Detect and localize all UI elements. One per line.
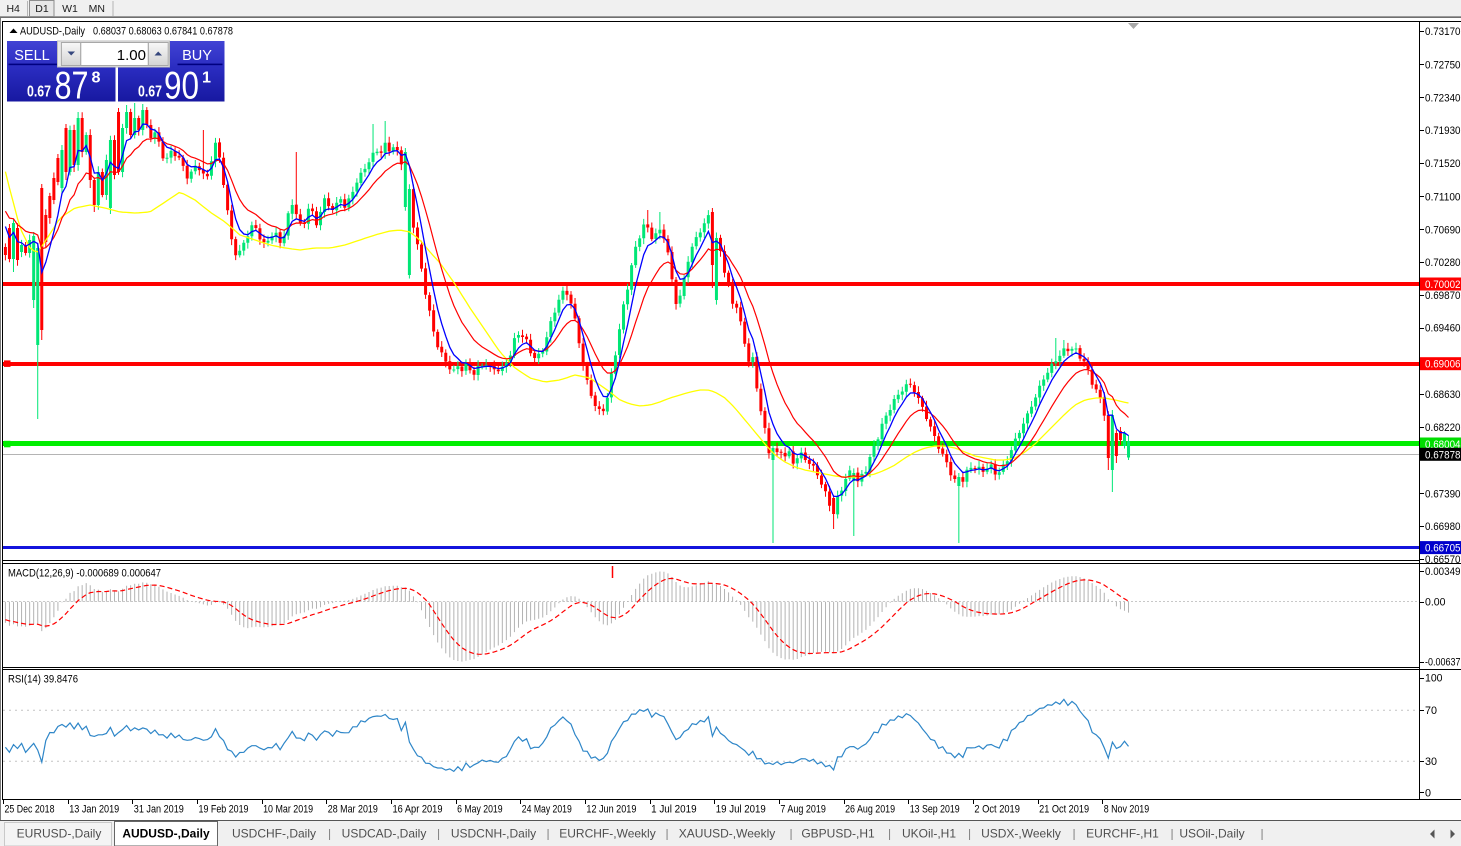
svg-text:19 Jul 2019: 19 Jul 2019 bbox=[716, 804, 766, 816]
svg-text:1 Jul 2019: 1 Jul 2019 bbox=[651, 804, 697, 816]
svg-text:XAUUSD-,Weekly: XAUUSD-,Weekly bbox=[679, 827, 775, 841]
svg-text:90: 90 bbox=[164, 65, 199, 108]
svg-text:0.68037 0.68063 0.67841 0.6787: 0.68037 0.68063 0.67841 0.67878 bbox=[93, 26, 233, 38]
svg-text:0.71520: 0.71520 bbox=[1425, 158, 1461, 170]
svg-text:6 May 2019: 6 May 2019 bbox=[457, 804, 503, 816]
svg-text:|: | bbox=[546, 827, 549, 841]
svg-text:13 Jan 2019: 13 Jan 2019 bbox=[69, 804, 119, 816]
svg-text:0.69870: 0.69870 bbox=[1425, 290, 1461, 302]
svg-text:100: 100 bbox=[1425, 673, 1443, 685]
svg-text:0.67878: 0.67878 bbox=[1425, 449, 1461, 461]
svg-text:0.69006: 0.69006 bbox=[1425, 359, 1461, 371]
svg-text:|: | bbox=[1072, 827, 1075, 841]
svg-text:87: 87 bbox=[55, 65, 89, 108]
svg-text:0.73170: 0.73170 bbox=[1425, 26, 1461, 38]
svg-text:31 Jan 2019: 31 Jan 2019 bbox=[134, 804, 184, 816]
svg-text:|: | bbox=[968, 827, 971, 841]
svg-text:0.66980: 0.66980 bbox=[1425, 521, 1461, 533]
svg-text:16 Apr 2019: 16 Apr 2019 bbox=[393, 804, 443, 816]
svg-text:EURCHF-,Weekly: EURCHF-,Weekly bbox=[559, 827, 655, 841]
svg-text:0.71100: 0.71100 bbox=[1425, 192, 1461, 204]
svg-text:MN: MN bbox=[89, 3, 105, 15]
svg-text:8: 8 bbox=[92, 70, 101, 87]
svg-text:0.68630: 0.68630 bbox=[1425, 389, 1461, 401]
svg-text:0.66705: 0.66705 bbox=[1425, 543, 1461, 555]
svg-text:W1: W1 bbox=[62, 3, 78, 15]
svg-text:0.70280: 0.70280 bbox=[1425, 257, 1461, 269]
svg-text:USDCHF-,Daily: USDCHF-,Daily bbox=[232, 827, 316, 841]
svg-text:19 Feb 2019: 19 Feb 2019 bbox=[199, 804, 249, 816]
svg-text:0.68220: 0.68220 bbox=[1425, 422, 1461, 434]
svg-text:0.67: 0.67 bbox=[27, 84, 51, 101]
svg-text:28 Mar 2019: 28 Mar 2019 bbox=[328, 804, 378, 816]
svg-text:USOil-,Daily: USOil-,Daily bbox=[1179, 827, 1244, 841]
svg-text:0.00349: 0.00349 bbox=[1425, 566, 1461, 578]
svg-text:H4: H4 bbox=[6, 3, 20, 15]
svg-text:0.70002: 0.70002 bbox=[1425, 279, 1461, 291]
svg-text:BUY: BUY bbox=[182, 48, 212, 64]
svg-text:USDCNH-,Daily: USDCNH-,Daily bbox=[451, 827, 536, 841]
svg-text:1.00: 1.00 bbox=[117, 47, 146, 64]
svg-text:0.69460: 0.69460 bbox=[1425, 323, 1461, 335]
svg-text:0.70690: 0.70690 bbox=[1425, 224, 1461, 236]
svg-text:0.72750: 0.72750 bbox=[1425, 60, 1461, 72]
svg-text:EURCHF-,H1: EURCHF-,H1 bbox=[1086, 827, 1159, 841]
svg-text:MACD(12,26,9) -0.000689 0.0006: MACD(12,26,9) -0.000689 0.000647 bbox=[8, 568, 161, 580]
svg-text:USDX-,Weekly: USDX-,Weekly bbox=[981, 827, 1061, 841]
svg-text:SELL: SELL bbox=[14, 48, 49, 64]
svg-text:13 Sep 2019: 13 Sep 2019 bbox=[910, 804, 960, 816]
svg-text:AUDUSD-,Daily: AUDUSD-,Daily bbox=[20, 26, 85, 38]
svg-text:0.67: 0.67 bbox=[138, 84, 162, 101]
svg-text:AUDUSD-,Daily: AUDUSD-,Daily bbox=[122, 827, 210, 841]
svg-text:UKOil-,H1: UKOil-,H1 bbox=[902, 827, 956, 841]
svg-text:0.67390: 0.67390 bbox=[1425, 488, 1461, 500]
svg-text:|: | bbox=[328, 827, 331, 841]
svg-text:|: | bbox=[1260, 827, 1263, 841]
svg-text:1: 1 bbox=[202, 70, 211, 87]
svg-text:0.72340: 0.72340 bbox=[1425, 92, 1461, 104]
svg-text:RSI(14) 39.8476: RSI(14) 39.8476 bbox=[8, 674, 78, 686]
svg-text:-0.00637: -0.00637 bbox=[1425, 657, 1461, 669]
svg-text:25 Dec 2018: 25 Dec 2018 bbox=[5, 804, 55, 816]
svg-text:30: 30 bbox=[1425, 756, 1437, 768]
svg-text:D1: D1 bbox=[35, 3, 49, 15]
svg-text:|: | bbox=[665, 827, 668, 841]
svg-text:24 May 2019: 24 May 2019 bbox=[522, 804, 572, 816]
svg-text:|: | bbox=[1170, 827, 1173, 841]
svg-text:EURUSD-,Daily: EURUSD-,Daily bbox=[17, 827, 102, 841]
svg-text:7 Aug 2019: 7 Aug 2019 bbox=[780, 804, 826, 816]
svg-text:|: | bbox=[888, 827, 891, 841]
svg-text:USDCAD-,Daily: USDCAD-,Daily bbox=[342, 827, 427, 841]
svg-text:10 Mar 2019: 10 Mar 2019 bbox=[263, 804, 313, 816]
svg-text:|: | bbox=[789, 827, 792, 841]
svg-text:0.66570: 0.66570 bbox=[1425, 554, 1461, 566]
svg-text:GBPUSD-,H1: GBPUSD-,H1 bbox=[801, 827, 875, 841]
svg-text:21 Oct 2019: 21 Oct 2019 bbox=[1039, 804, 1089, 816]
svg-text:12 Jun 2019: 12 Jun 2019 bbox=[586, 804, 636, 816]
svg-text:0.71930: 0.71930 bbox=[1425, 125, 1461, 137]
svg-text:2 Oct 2019: 2 Oct 2019 bbox=[974, 804, 1020, 816]
svg-text:8 Nov 2019: 8 Nov 2019 bbox=[1104, 804, 1150, 816]
svg-text:|: | bbox=[437, 827, 440, 841]
svg-text:26 Aug 2019: 26 Aug 2019 bbox=[845, 804, 895, 816]
svg-text:0: 0 bbox=[1425, 788, 1431, 800]
svg-text:70: 70 bbox=[1425, 705, 1437, 717]
svg-text:0.00: 0.00 bbox=[1425, 597, 1446, 609]
